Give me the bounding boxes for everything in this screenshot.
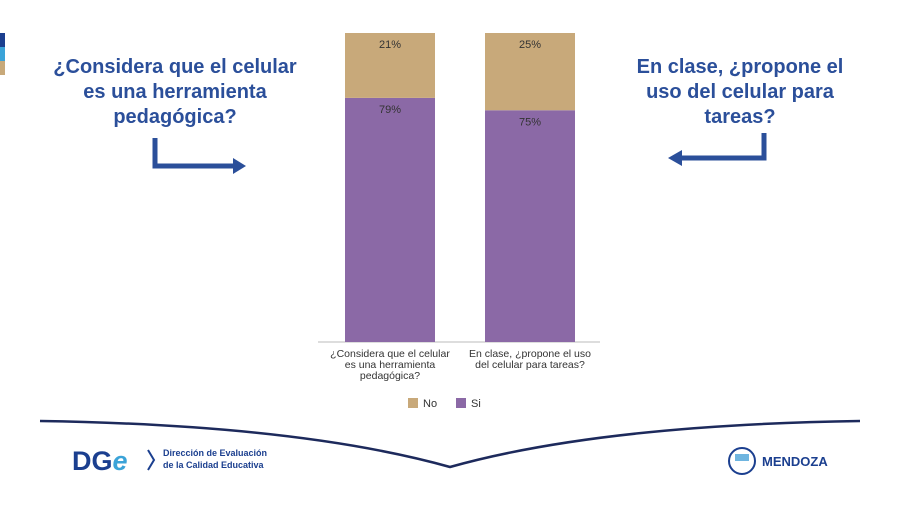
- legend-swatch: [456, 398, 466, 408]
- x-tick-label: En clase, ¿propone el uso del celular pa…: [469, 348, 591, 371]
- question-line: En clase, ¿propone el: [637, 56, 844, 78]
- logo-chevron: [147, 449, 156, 471]
- value-label: 25%: [519, 39, 541, 51]
- logo-text: DG: [72, 446, 113, 476]
- value-label: 21%: [379, 39, 401, 51]
- province: MENDOZA: [762, 454, 828, 469]
- emblem-part: [735, 454, 749, 461]
- edge-mark: [0, 33, 5, 47]
- question-line: tareas?: [704, 106, 775, 128]
- question-line: es una herramienta: [83, 81, 267, 103]
- bar-segment: [485, 33, 575, 111]
- arrow: [152, 138, 235, 169]
- edge-mark: [0, 47, 5, 61]
- arrow-head: [233, 158, 246, 174]
- bar-segment: [345, 33, 435, 98]
- edge-mark: [0, 61, 5, 75]
- logo: DGe: [72, 446, 128, 476]
- bar-segment: [485, 110, 575, 342]
- question-line: pedagógica?: [113, 106, 236, 128]
- question-line: uso del celular para: [646, 81, 835, 103]
- legend-swatch: [408, 398, 418, 408]
- logo-accent: e: [113, 446, 128, 476]
- arrow-head: [668, 150, 682, 166]
- question-line: ¿Considera que el celular: [53, 56, 297, 78]
- legend-label: Si: [471, 398, 481, 410]
- footer-curve: [39, 419, 861, 469]
- x-tick-label: ¿Considera que el celular es una herrami…: [330, 348, 450, 382]
- legend-label: No: [423, 398, 437, 410]
- value-label: 79%: [379, 104, 401, 116]
- org-line: de la Calidad Educativa: [163, 460, 265, 470]
- value-label: 75%: [519, 116, 541, 128]
- arrow: [680, 133, 767, 161]
- bar-segment: [345, 97, 435, 342]
- org-line: Dirección de Evaluación: [163, 448, 267, 458]
